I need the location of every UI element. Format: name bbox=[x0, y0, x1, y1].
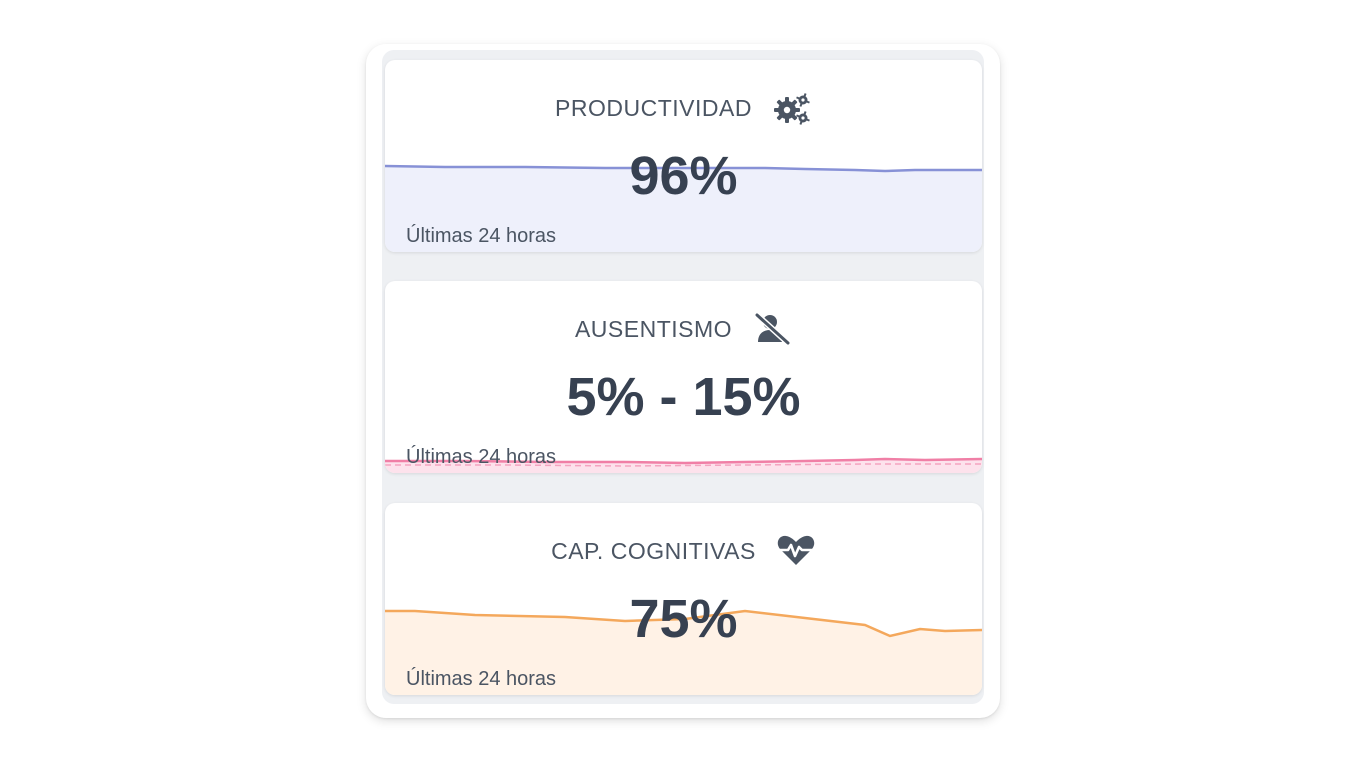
productivity-sparkline bbox=[385, 164, 982, 252]
cognitive-title: CAP. COGNITIVAS bbox=[551, 537, 756, 564]
absenteeism-caption: Últimas 24 horas bbox=[406, 446, 557, 468]
cognitive-card[interactable]: CAP. COGNITIVAS 75% Últimas 24 horas bbox=[385, 503, 982, 695]
heartbeat-icon bbox=[776, 534, 816, 568]
cognitive-caption: Últimas 24 horas bbox=[406, 668, 557, 690]
absenteeism-title: AUSENTISMO bbox=[574, 315, 733, 342]
cognitive-sparkline-area bbox=[385, 611, 982, 695]
absenteeism-sparkline bbox=[385, 457, 982, 473]
absenteeism-card[interactable]: AUSENTISMO 5% - 15% Últimas 24 horas bbox=[385, 281, 982, 473]
productivity-title: PRODUCTIVIDAD bbox=[555, 94, 752, 121]
productivity-sparkline-area bbox=[385, 166, 982, 252]
productivity-header: PRODUCTIVIDAD bbox=[385, 91, 982, 125]
cognitive-header: CAP. COGNITIVAS bbox=[385, 535, 982, 567]
cognitive-sparkline-line bbox=[385, 609, 982, 638]
productivity-sparkline-line bbox=[385, 164, 982, 173]
productivity-value: 96% bbox=[629, 146, 738, 206]
absenteeism-sparkline-secondary bbox=[385, 463, 982, 467]
absenteeism-value: 5% - 15% bbox=[566, 367, 801, 427]
absenteeism-header: AUSENTISMO bbox=[385, 312, 982, 346]
gears-icon bbox=[772, 91, 812, 125]
user-slash-icon bbox=[752, 312, 792, 346]
absenteeism-sparkline-line bbox=[385, 457, 982, 465]
cognitive-sparkline bbox=[385, 609, 982, 695]
productivity-card[interactable]: PRODUCTIVIDAD bbox=[385, 60, 982, 252]
productivity-caption: Últimas 24 horas bbox=[406, 225, 557, 247]
cognitive-value: 75% bbox=[629, 589, 738, 649]
